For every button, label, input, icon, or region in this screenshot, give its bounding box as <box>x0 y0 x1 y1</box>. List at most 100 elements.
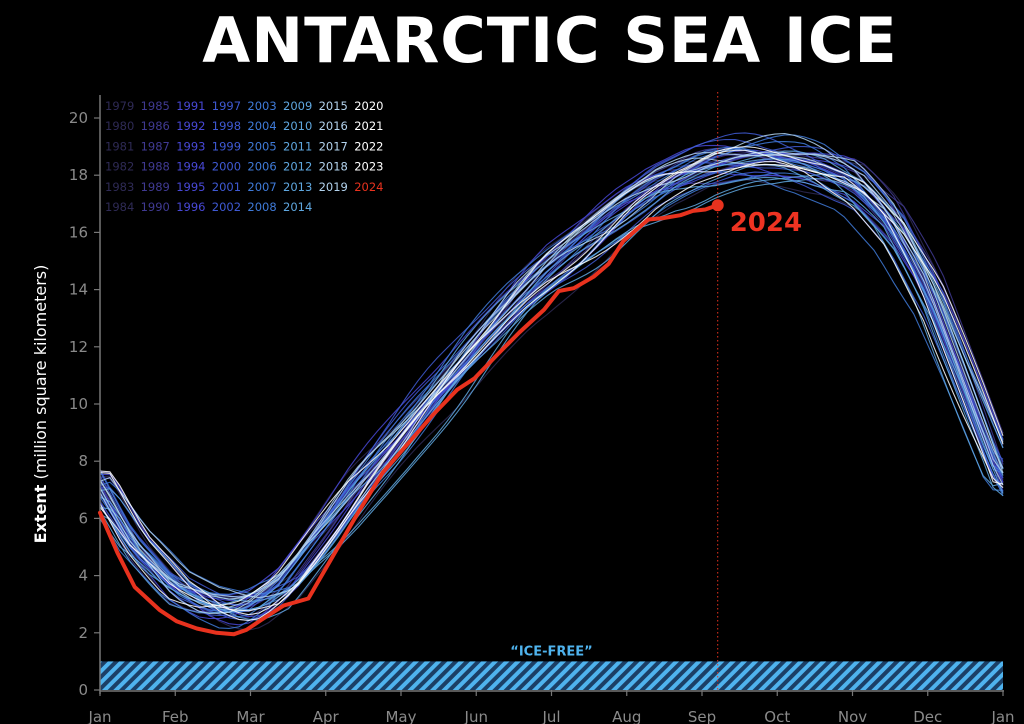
legend-year-1981: 1981 <box>105 139 134 153</box>
y-tick-label-4: 4 <box>78 567 88 585</box>
ice-free-label: “ICE-FREE” <box>510 644 592 659</box>
legend-year-1991: 1991 <box>176 99 205 113</box>
year-line-2017 <box>100 151 1004 608</box>
legend-year-2012: 2012 <box>283 160 312 174</box>
y-tick-label-20: 20 <box>69 109 88 127</box>
legend-year-2023: 2023 <box>354 160 383 174</box>
legend-year-1988: 1988 <box>141 160 170 174</box>
chart-title: ANTARCTIC SEA ICE <box>202 4 898 77</box>
year-line-1983 <box>100 160 1004 614</box>
x-tick-label-sep-8: Sep <box>688 708 716 724</box>
legend-year-2008: 2008 <box>247 200 276 214</box>
legend-year-2007: 2007 <box>247 180 276 194</box>
legend-year-2022: 2022 <box>354 139 383 153</box>
year-line-1999 <box>100 146 1004 598</box>
year-line-2011 <box>100 176 1004 614</box>
x-tick-label-feb-1: Feb <box>162 708 189 724</box>
x-tick-label-may-4: May <box>385 708 416 724</box>
legend-year-2018: 2018 <box>319 160 348 174</box>
y-tick-label-12: 12 <box>69 338 88 356</box>
legend-year-2009: 2009 <box>283 99 312 113</box>
year-line-2022 <box>100 163 1004 608</box>
ice-free-band <box>100 661 1003 690</box>
year-line-2012 <box>100 178 1004 612</box>
legend-year-2011: 2011 <box>283 139 312 153</box>
legend-year-1995: 1995 <box>176 180 205 194</box>
x-tick-label-jan-12: Jan <box>990 708 1014 724</box>
x-tick-label-dec-11: Dec <box>913 708 942 724</box>
year-line-1979 <box>100 179 1004 631</box>
legend-year-2015: 2015 <box>319 99 348 113</box>
year-line-1998 <box>100 162 1004 616</box>
year-line-2008 <box>100 172 1004 613</box>
legend-year-1980: 1980 <box>105 119 134 133</box>
y-tick-label-18: 18 <box>69 166 88 184</box>
legend-year-2020: 2020 <box>354 99 383 113</box>
x-tick-label-oct-9: Oct <box>764 708 790 724</box>
year-line-1997 <box>100 138 1004 614</box>
series-2024-endpoint <box>711 199 724 212</box>
year-line-1982 <box>100 152 1004 599</box>
legend-year-1983: 1983 <box>105 180 134 194</box>
legend-year-1979: 1979 <box>105 99 134 113</box>
year-line-2023 <box>100 146 1004 616</box>
legend-year-2001: 2001 <box>212 180 241 194</box>
y-tick-label-10: 10 <box>69 395 88 413</box>
legend-year-2004: 2004 <box>247 119 276 133</box>
legend-year-1989: 1989 <box>141 180 170 194</box>
legend-year-2016: 2016 <box>319 119 348 133</box>
year-line-1989 <box>100 154 1004 613</box>
y-tick-label-6: 6 <box>78 509 88 527</box>
legend: 1979 1980 1981 1982 1983 1984 1985 1986 1987 1988… <box>105 99 383 214</box>
legend-year-1982: 1982 <box>105 160 134 174</box>
year-line-1996 <box>100 159 1004 601</box>
year-line-2010 <box>100 173 1004 611</box>
y-axis-label: Extent (million square kilometers) <box>31 265 50 544</box>
x-tick-label-aug-7: Aug <box>612 708 641 724</box>
y-axis-label-rest: (million square kilometers) <box>31 265 50 485</box>
legend-year-1992: 1992 <box>176 119 205 133</box>
legend-year-1985: 1985 <box>141 99 170 113</box>
historical-years-lines <box>100 132 1004 631</box>
legend-year-1997: 1997 <box>212 99 241 113</box>
year-line-1995 <box>100 152 1004 596</box>
year-line-2000 <box>100 171 1004 621</box>
year-line-2013 <box>100 158 1004 606</box>
legend-year-2006: 2006 <box>247 160 276 174</box>
year-line-2016 <box>100 153 1004 600</box>
legend-year-2003: 2003 <box>247 99 276 113</box>
x-tick-label-jan-0: Jan <box>87 708 111 724</box>
legend-year-2013: 2013 <box>283 180 312 194</box>
series-2024-line <box>98 203 720 637</box>
legend-year-2019: 2019 <box>319 180 348 194</box>
y-axis-label-bold: Extent <box>31 484 50 543</box>
legend-year-1996: 1996 <box>176 200 205 214</box>
legend-year-1984: 1984 <box>105 200 134 214</box>
legend-year-1993: 1993 <box>176 139 205 153</box>
y-tick-label-0: 0 <box>78 681 88 699</box>
series-2024-label: 2024 <box>730 208 802 238</box>
year-line-2005 <box>100 171 1004 629</box>
legend-year-1999: 1999 <box>212 139 241 153</box>
legend-year-2000: 2000 <box>212 160 241 174</box>
year-line-2021 <box>100 149 1004 621</box>
x-tick-label-apr-3: Apr <box>313 708 340 724</box>
y-tick-label-16: 16 <box>69 223 88 241</box>
y-tick-label-8: 8 <box>78 452 88 470</box>
x-tick-label-nov-10: Nov <box>838 708 867 724</box>
legend-year-1990: 1990 <box>141 200 170 214</box>
year-line-1990 <box>100 153 1004 619</box>
legend-year-2024: 2024 <box>354 180 383 194</box>
axes: 0 2 4 6 8 10 12 14 16 18 20 Jan Feb Mar Apr May Jun Jul Au… <box>31 95 1015 724</box>
legend-year-1998: 1998 <box>212 119 241 133</box>
y-tick-label-14: 14 <box>69 281 88 299</box>
x-tick-label-jun-5: Jun <box>464 708 488 724</box>
legend-year-2002: 2002 <box>212 200 241 214</box>
legend-year-2017: 2017 <box>319 139 348 153</box>
series-2024: 2024 <box>98 199 802 637</box>
legend-year-1987: 1987 <box>141 139 170 153</box>
x-tick-label-jul-6: Jul <box>541 708 560 724</box>
legend-year-2005: 2005 <box>247 139 276 153</box>
legend-year-1986: 1986 <box>141 119 170 133</box>
